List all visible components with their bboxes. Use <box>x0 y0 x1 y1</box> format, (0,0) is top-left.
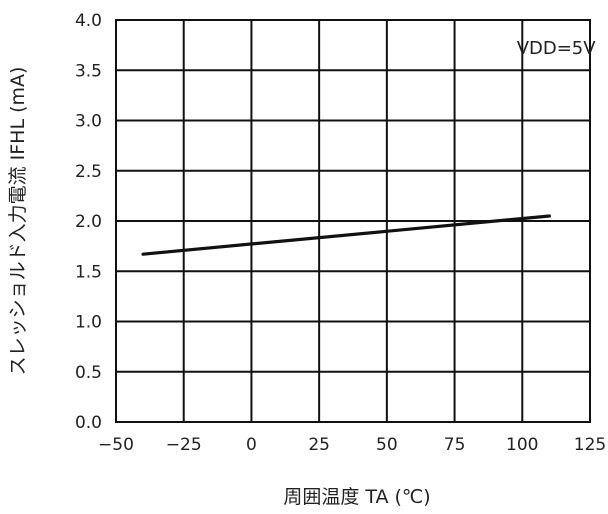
x-tick-label: 50 <box>376 435 398 455</box>
x-tick-label: −25 <box>166 435 202 455</box>
condition-annotation: VDD=5V <box>517 38 597 59</box>
x-tick-label: 25 <box>308 435 330 455</box>
y-tick-label: 3.0 <box>75 112 102 132</box>
y-tick-label: 0.0 <box>75 413 102 433</box>
x-tick-label: −50 <box>98 435 134 455</box>
y-tick-label: 4.0 <box>75 11 102 31</box>
x-tick-label: 0 <box>246 435 257 455</box>
plot-frame <box>115 19 591 423</box>
y-axis-label: スレッショルド入力電流 IFHL (mA) <box>7 67 29 376</box>
y-tick-labels: 0.0 0.5 1.0 1.5 2.0 2.5 3.0 3.5 4.0 <box>75 11 102 433</box>
grid <box>116 20 590 422</box>
y-tick-label: 2.5 <box>75 162 102 182</box>
series-line <box>141 214 551 256</box>
y-tick-label: 0.5 <box>75 363 102 383</box>
y-tick-label: 1.0 <box>75 313 102 333</box>
y-tick-label: 3.5 <box>75 61 102 81</box>
x-axis-label: 周囲温度 TA (℃) <box>283 486 430 508</box>
x-tick-label: 100 <box>506 435 538 455</box>
x-tick-labels: −50 −25 0 25 50 75 100 125 <box>98 435 606 455</box>
x-tick-label: 75 <box>444 435 466 455</box>
y-tick-label: 1.5 <box>75 262 102 282</box>
series-layer <box>141 214 551 256</box>
y-tick-label: 2.0 <box>75 212 102 232</box>
x-tick-label: 125 <box>574 435 606 455</box>
